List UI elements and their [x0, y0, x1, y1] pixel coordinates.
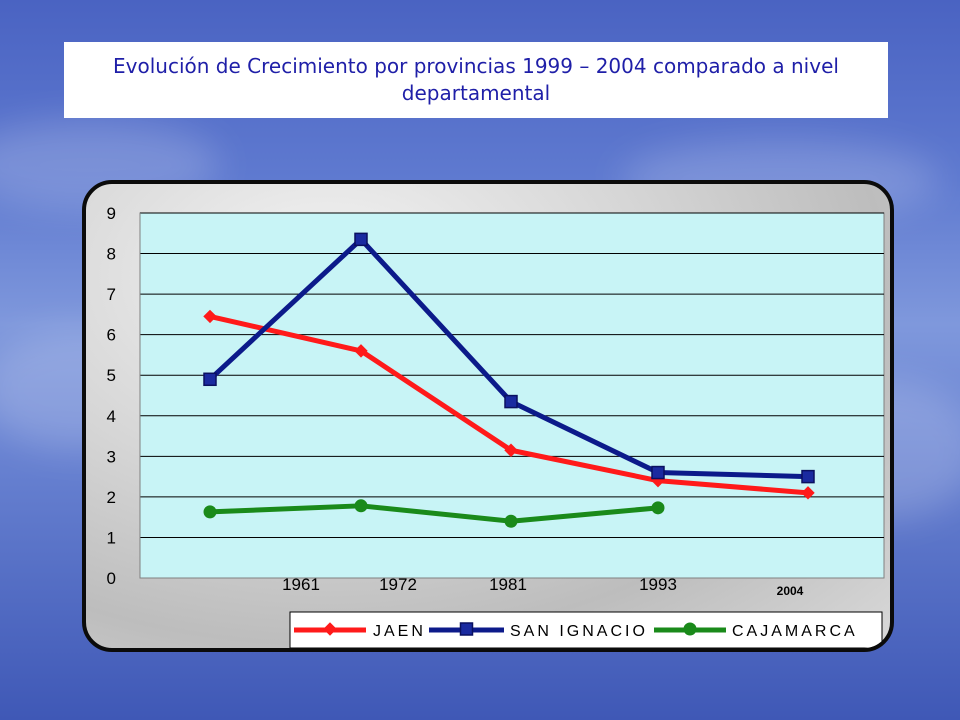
data-point-diamond	[801, 486, 815, 500]
x-tick-label: 1961	[282, 575, 320, 594]
chart-frame: 0 1 2 3 4 5 6 7 8 9 1961 1972 1981 1993 2004 JAEN SAN IG…	[82, 180, 894, 652]
data-point-circle	[203, 505, 217, 519]
slide-title-box: Evolución de Crecimiento por provincias …	[64, 42, 888, 118]
data-point-circle	[683, 622, 697, 636]
legend-label: JAEN	[373, 623, 426, 640]
x-tick-label: 1993	[639, 575, 677, 594]
legend-label: SAN IGNACIO	[510, 623, 648, 640]
data-point-square	[354, 232, 368, 247]
y-tick-label: 0	[107, 569, 116, 588]
data-point-square	[203, 372, 217, 387]
y-tick-label: 1	[107, 528, 116, 547]
series-san-ignacio	[203, 232, 815, 484]
y-tick-label: 4	[107, 407, 116, 426]
series-cajamarca	[203, 499, 665, 528]
x-tick-label: 1972	[379, 575, 417, 594]
y-tick-label: 9	[107, 204, 116, 223]
y-tick-label: 7	[107, 285, 116, 304]
data-point-circle	[504, 514, 518, 528]
x-tick-label: 1981	[489, 575, 527, 594]
line-chart: 0 1 2 3 4 5 6 7 8 9 1961 1972 1981 1993 2004 JAEN SAN IG…	[107, 204, 885, 648]
data-point-square	[651, 465, 665, 480]
data-point-square	[504, 394, 518, 409]
legend-item: CAJAMARCA	[654, 622, 858, 640]
legend-box	[289, 611, 883, 648]
slide-title: Evolución de Crecimiento por provincias …	[113, 54, 839, 105]
y-tick-label: 3	[107, 447, 116, 466]
series-line	[209, 503, 659, 524]
legend-item: SAN IGNACIO	[429, 622, 648, 640]
legend-label: CAJAMARCA	[732, 623, 858, 640]
data-point-diamond	[203, 309, 217, 324]
legend-item: JAEN	[294, 622, 426, 640]
y-tick-label: 8	[107, 245, 116, 264]
data-point-square	[801, 469, 815, 484]
y-tick-label: 2	[107, 488, 116, 507]
data-point-circle	[651, 501, 665, 515]
y-tick-label: 5	[107, 366, 116, 385]
y-tick-label: 6	[107, 326, 116, 345]
data-point-diamond	[323, 622, 337, 636]
data-point-diamond	[354, 344, 368, 358]
data-point-square	[459, 622, 474, 636]
x-extra-label: 2004	[777, 584, 804, 598]
legend: JAEN SAN IGNACIO CAJAMARCA	[289, 611, 883, 648]
data-point-circle	[354, 499, 368, 513]
data-point-diamond	[504, 443, 518, 457]
